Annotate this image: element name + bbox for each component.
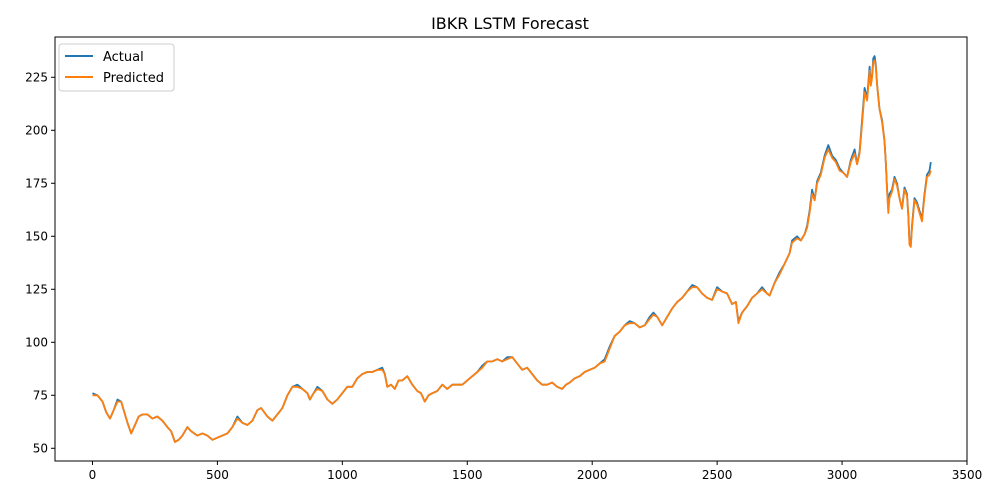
y-tick-label: 50 (33, 441, 48, 455)
y-tick-label: 125 (25, 282, 48, 296)
x-tick-label: 0 (89, 468, 97, 482)
y-tick-label: 100 (25, 335, 48, 349)
x-tick-label: 1500 (452, 468, 483, 482)
y-tick-label: 200 (25, 123, 48, 137)
axes-frame (54, 36, 968, 462)
legend: Actual Predicted (58, 43, 175, 92)
y-tick-label: 75 (33, 388, 48, 402)
y-tick-label: 175 (25, 176, 48, 190)
legend-label-predicted: Predicted (103, 71, 164, 86)
x-tick-label: 3500 (952, 468, 983, 482)
series-layer (92, 55, 932, 443)
x-axis: 0 500 1000 1500 2000 2500 3000 3500 (89, 461, 983, 482)
legend-label-actual: Actual (103, 50, 144, 65)
y-tick-label: 225 (25, 70, 48, 84)
x-tick-label: 3000 (827, 468, 858, 482)
chart-title: IBKR LSTM Forecast (431, 14, 589, 33)
y-axis: 50 75 100 125 150 175 200 225 (25, 70, 55, 455)
x-tick-label: 2500 (702, 468, 733, 482)
x-tick-label: 2000 (577, 468, 608, 482)
y-tick-label: 150 (25, 229, 48, 243)
series-line-predicted (92, 59, 932, 443)
x-tick-label: 500 (206, 468, 229, 482)
x-tick-label: 1000 (327, 468, 358, 482)
plot-area (54, 36, 968, 462)
